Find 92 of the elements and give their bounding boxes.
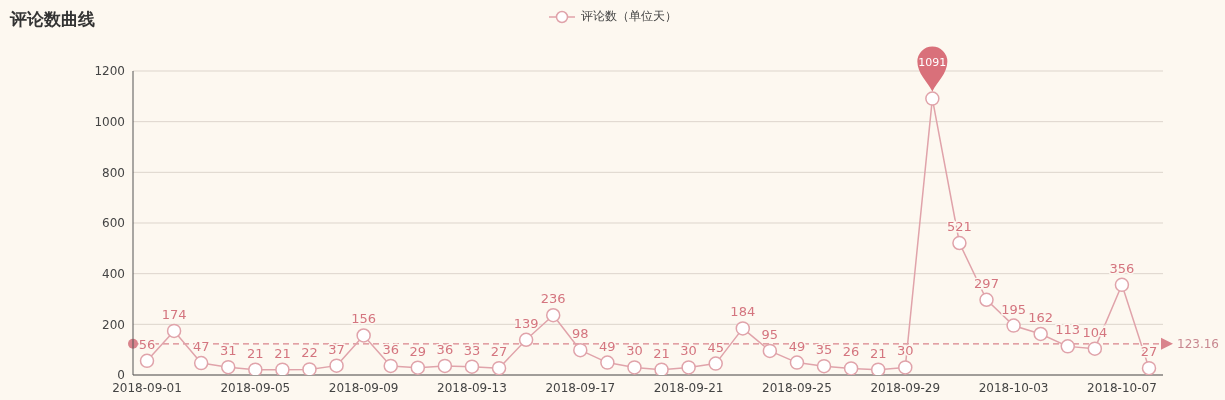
x-tick-label: 2018-09-09 [328,380,399,395]
data-label: 356 [1109,260,1135,276]
point [329,358,344,373]
data-label: 36 [382,341,399,357]
point [870,362,886,375]
point [1114,277,1130,293]
point [518,332,534,348]
point [708,356,723,371]
data-label: 33 [463,342,481,358]
data-label: 49 [788,338,806,354]
data-label: 30 [897,343,914,359]
legend-label: 评论数（单位天） [580,8,677,25]
point [816,358,832,374]
x-tick-label: 2018-09-01 [112,380,182,395]
data-label: 26 [842,344,860,360]
data-label: 27 [490,344,508,360]
x-tick-label: 2018-09-05 [220,380,291,395]
x-tick-label: 2018-10-07 [1087,380,1157,395]
data-label: 56 [138,336,156,352]
point [545,307,561,323]
point [925,91,940,106]
y-tick-label: 600 [102,216,125,231]
x-tick-label: 2018-10-03 [978,380,1049,395]
point [220,359,236,375]
point [193,355,209,371]
data-label: 95 [761,326,779,342]
data-label: 31 [219,343,237,359]
x-tick-label: 2018-09-17 [545,380,616,395]
point [600,355,615,370]
point [1033,326,1048,342]
chart-title: 评论数曲线 [10,8,95,31]
point [139,353,155,369]
data-label: 37 [328,341,345,357]
point [573,342,588,358]
data-label: 21 [274,345,291,361]
point [356,328,371,343]
data-label: 156 [351,311,377,327]
y-tick-label: 1200 [94,64,125,79]
point [979,292,994,308]
x-tick-label: 2018-09-13 [437,380,507,395]
data-label: 49 [599,338,616,354]
point [302,362,317,375]
data-label: 30 [680,343,697,359]
data-label: 162 [1028,309,1054,325]
y-tick-label: 0 [117,368,125,383]
data-label: 22 [301,345,318,361]
data-label: 30 [626,343,643,359]
data-label: 29 [409,343,427,359]
point [464,359,480,374]
y-tick-label: 200 [102,317,125,332]
y-tick-label: 800 [102,165,125,180]
point [654,362,669,375]
point [627,360,642,375]
data-label: 21 [653,345,670,361]
annotation: 1091 [918,55,947,69]
point [248,362,263,375]
data-label: 236 [540,291,566,307]
data-label: 113 [1055,322,1081,338]
point [1006,318,1021,333]
data-label: 21 [869,345,887,361]
point [383,358,398,374]
x-tick-label: 2018-09-25 [762,380,832,395]
point [410,360,426,375]
point [1060,339,1076,354]
data-label: 45 [707,339,724,355]
point [1087,341,1103,356]
point [275,362,290,375]
data-label: 35 [815,342,833,358]
y-tick-label: 400 [102,266,125,281]
x-tick-label: 2018-09-29 [870,380,941,395]
y-tick-label: 1000 [94,114,125,129]
data-label: 98 [572,326,589,342]
point [843,361,859,375]
ref-line-label: 123.16 [1177,336,1219,351]
data-label: 36 [436,341,454,357]
point [1141,360,1157,375]
point [166,323,182,339]
data-label: 195 [1001,301,1027,317]
point [735,321,751,336]
point [437,358,453,374]
point [789,355,805,370]
point [898,360,913,375]
point [681,360,696,375]
data-label: 174 [161,306,187,322]
data-label: 21 [247,345,264,361]
point [952,235,967,251]
data-label: 521 [947,219,972,235]
point [762,343,778,359]
x-tick-label: 2018-09-21 [653,380,724,395]
data-label: 184 [730,304,756,320]
data-label: 139 [513,315,539,331]
point [491,360,507,375]
